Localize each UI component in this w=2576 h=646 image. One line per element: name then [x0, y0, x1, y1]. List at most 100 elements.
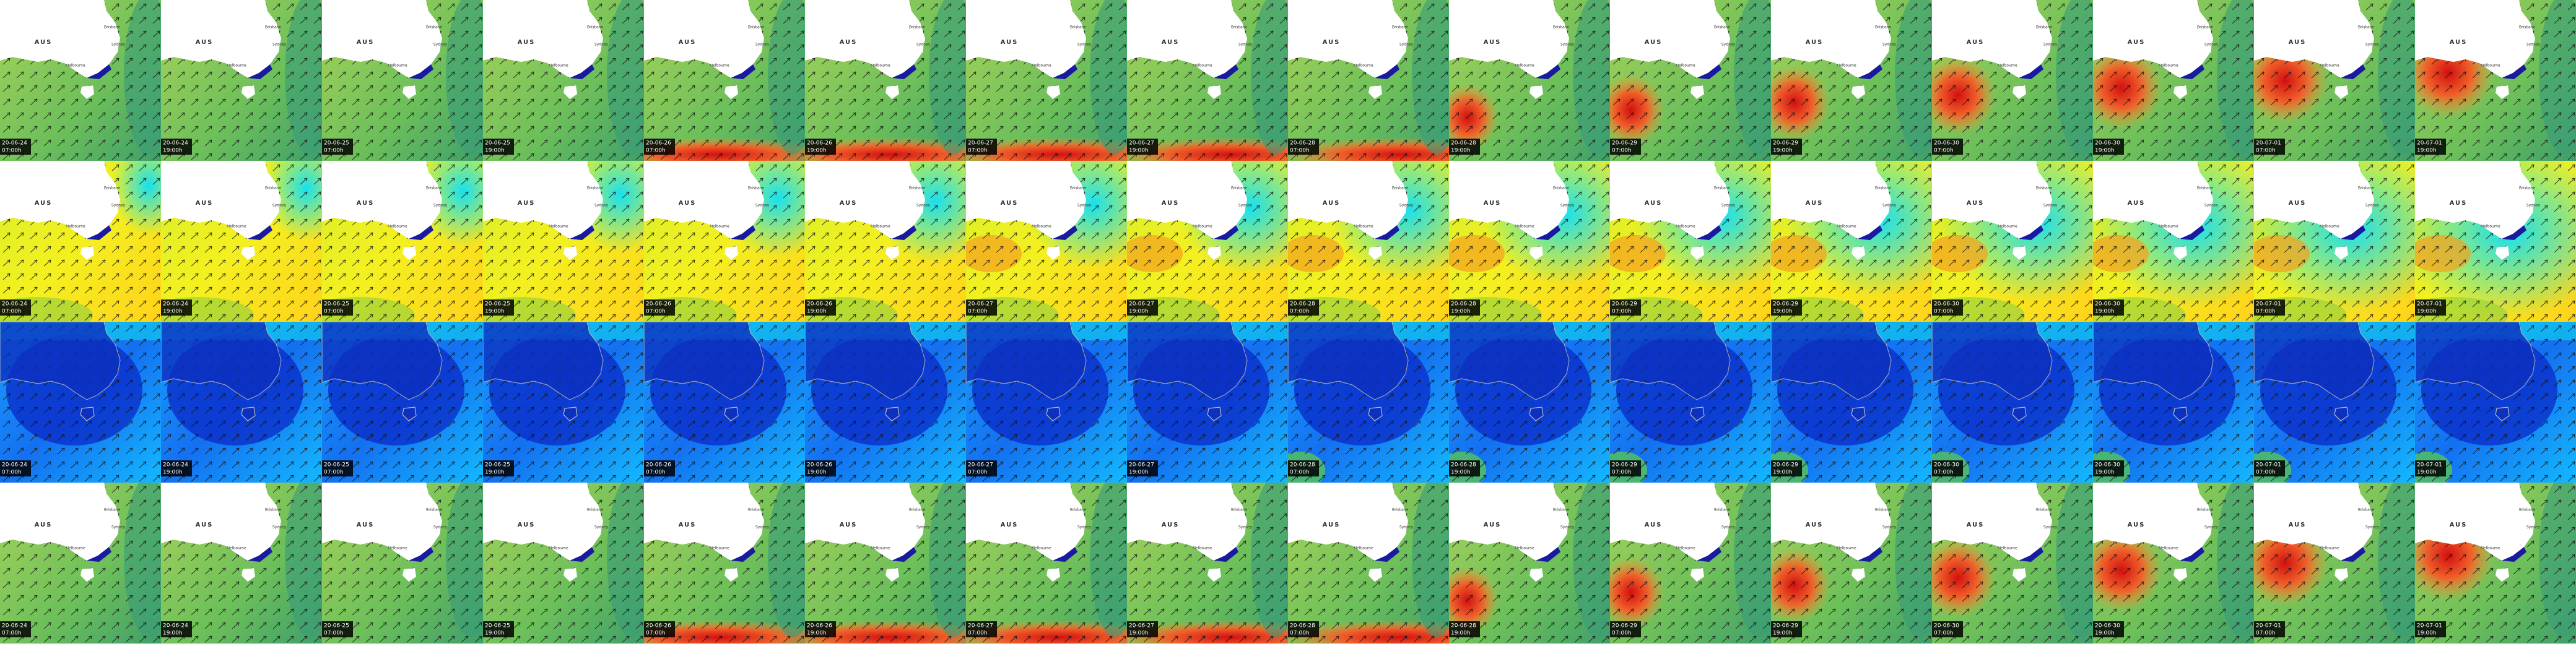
label-box: [805, 460, 836, 476]
coast-water: [409, 547, 433, 562]
label-box: [2415, 621, 2446, 637]
landmass: [242, 246, 255, 260]
country-label: AUS: [2450, 522, 2468, 528]
coast-water: [570, 547, 594, 562]
time-label: 07:00h: [1934, 470, 1954, 476]
date-label: 20-06-27: [968, 140, 993, 147]
label-box: [1127, 460, 1158, 476]
country-label: AUS: [1323, 522, 1341, 528]
land-outline: [2012, 407, 2027, 421]
city-label: Sydney: [1238, 43, 1253, 47]
country-label: AUS: [35, 522, 53, 528]
label-box: [966, 621, 997, 637]
landmass: [1208, 246, 1221, 260]
label-box: [1449, 621, 1480, 637]
tile-content: 20-06-24 19:00h: [161, 322, 322, 483]
landmass: [1208, 568, 1221, 582]
landmass: [1932, 483, 2052, 561]
city-label: Sydney: [2204, 525, 2219, 530]
country-label: AUS: [1001, 39, 1019, 46]
city-label: Sydney: [2365, 43, 2380, 47]
landmass: [1368, 85, 1382, 99]
coast-water: [1214, 547, 1238, 562]
date-label: 20-06-25: [485, 140, 510, 147]
forecast-tile: AUS Brisbane Sydney Melbourne 20-06-30 19:00h: [2093, 483, 2254, 644]
city-label: Sydney: [1399, 43, 1414, 47]
time-label: 07:00h: [2256, 309, 2276, 315]
landmass: [161, 483, 281, 561]
coast-water: [1697, 225, 1721, 240]
country-label: AUS: [1645, 39, 1663, 46]
city-label: Sydney: [111, 43, 126, 47]
time-label: 07:00h: [324, 148, 344, 154]
country-label: AUS: [2289, 39, 2307, 46]
city-label: Sydney: [272, 204, 287, 208]
forecast-tile: 20-06-28 07:00h: [1288, 322, 1449, 483]
city-label: Melbourne: [1998, 225, 2017, 229]
label-box: [644, 139, 675, 155]
date-label: 20-06-25: [485, 623, 510, 629]
label-box: [161, 139, 192, 155]
country-label: AUS: [35, 39, 53, 46]
date-label: 20-06-24: [163, 623, 188, 629]
city-label: Sydney: [111, 204, 126, 208]
label-box: [1288, 460, 1319, 476]
date-label: 20-06-24: [163, 301, 188, 308]
forecast-tile: AUS Brisbane Sydney Melbourne 20-06-24 19:00h: [161, 483, 322, 644]
coast-water: [1214, 225, 1238, 240]
time-label: 07:00h: [2256, 148, 2276, 154]
landmass: [644, 0, 764, 78]
landmass: [1288, 0, 1408, 78]
label-box: [1288, 139, 1319, 155]
city-label: Sydney: [2365, 525, 2380, 530]
date-label: 20-06-28: [1290, 462, 1315, 468]
time-label: 07:00h: [646, 470, 666, 476]
coast-water: [2019, 225, 2043, 240]
coast-water: [87, 64, 111, 79]
time-label: 07:00h: [324, 309, 344, 315]
country-label: AUS: [1806, 522, 1824, 528]
landmass: [1610, 0, 1730, 78]
city-label: Brisbane: [587, 508, 604, 512]
city-label: Melbourne: [2320, 64, 2339, 68]
landmass: [483, 161, 603, 239]
coast-water: [409, 64, 433, 79]
country-label: AUS: [840, 200, 858, 207]
city-label: Brisbane: [265, 186, 282, 191]
date-label: 20-07-01: [2417, 140, 2442, 147]
country-label: AUS: [1645, 522, 1663, 528]
landmass: [402, 85, 416, 99]
city-label: Brisbane: [2197, 508, 2214, 512]
label-box: [2254, 139, 2285, 155]
time-label: 19:00h: [2095, 470, 2115, 476]
country-label: AUS: [35, 200, 53, 207]
country-label: AUS: [1967, 522, 1985, 528]
tile-content: 20-06-25 19:00h: [483, 322, 644, 483]
label-box: [2093, 621, 2124, 637]
tile-content: AUS Brisbane Sydney Melbourne 20-06-29 07:00h: [1610, 483, 1771, 644]
landmass: [966, 483, 1086, 561]
date-label: 20-06-30: [2095, 623, 2120, 629]
forecast-tile: AUS Brisbane Sydney Melbourne 20-06-26 19:00h: [805, 483, 966, 644]
label-box: [1610, 621, 1641, 637]
landmass: [2415, 0, 2535, 78]
country-label: AUS: [1162, 522, 1180, 528]
date-label: 20-06-27: [968, 623, 993, 629]
tile-content: AUS Brisbane Sydney Melbourne 20-06-29 19:00h: [1771, 483, 1932, 644]
label-box: [1127, 621, 1158, 637]
city-label: Sydney: [1721, 43, 1736, 47]
country-label: AUS: [196, 39, 214, 46]
